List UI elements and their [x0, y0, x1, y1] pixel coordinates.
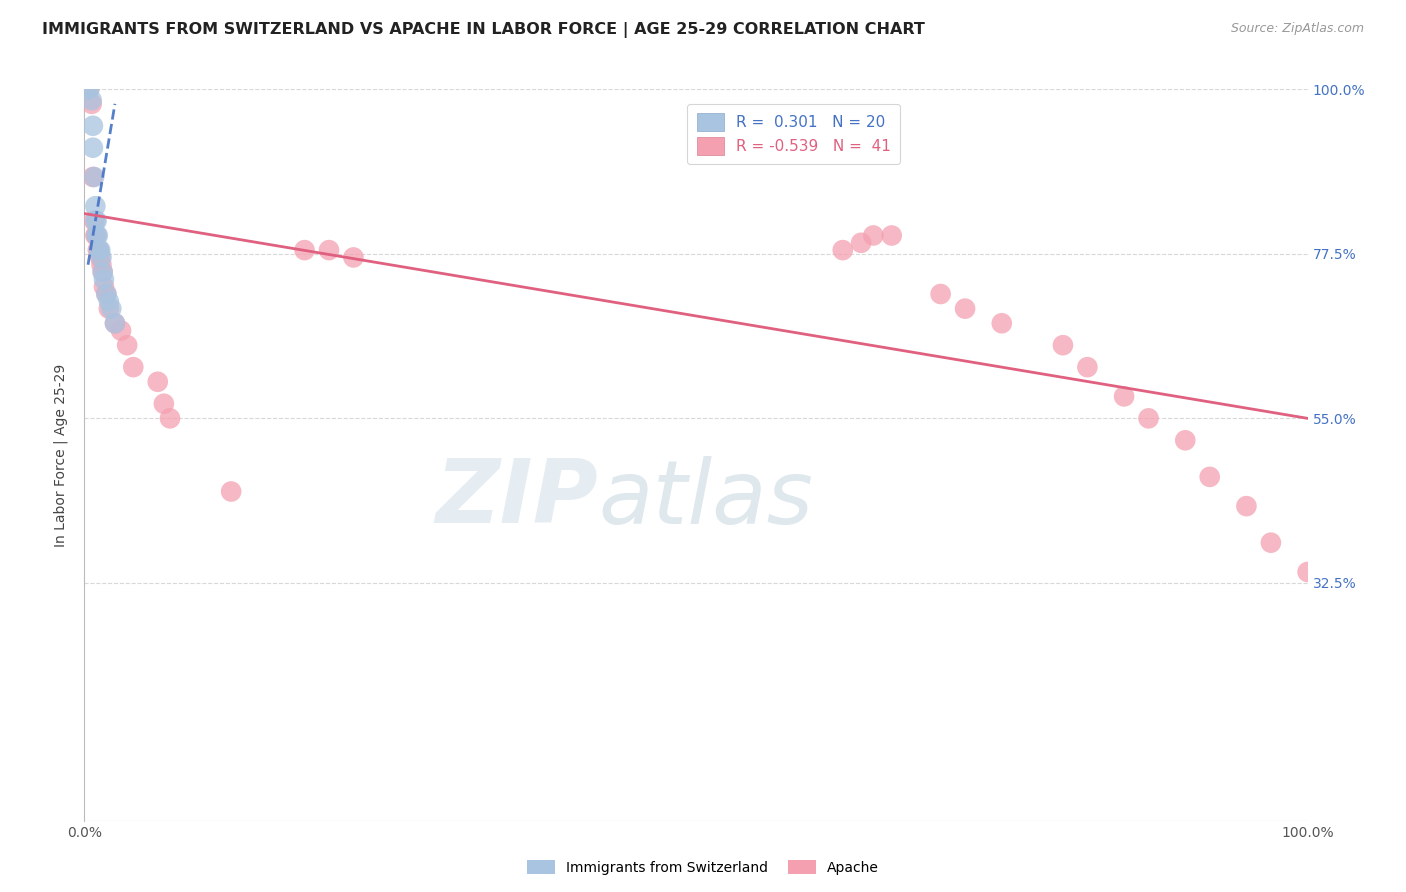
Point — [97, 301, 120, 316]
Point — [83, 214, 105, 228]
Point — [115, 338, 138, 352]
Y-axis label: In Labor Force | Age 25-29: In Labor Force | Age 25-29 — [53, 363, 69, 547]
Point — [110, 324, 132, 338]
Point — [80, 96, 103, 111]
Point — [159, 411, 181, 425]
Point — [1114, 389, 1136, 403]
Point — [96, 287, 118, 301]
Point — [849, 235, 872, 250]
Point — [83, 169, 105, 184]
Point — [77, 82, 100, 96]
Point — [1052, 338, 1074, 352]
Point — [104, 316, 127, 330]
Point — [87, 243, 110, 257]
Point — [1260, 535, 1282, 549]
Legend: R =  0.301   N = 20, R = -0.539   N =  41: R = 0.301 N = 20, R = -0.539 N = 41 — [688, 104, 900, 164]
Point — [82, 169, 104, 184]
Point — [342, 251, 364, 265]
Point — [929, 287, 952, 301]
Point — [93, 272, 115, 286]
Legend: Immigrants from Switzerland, Apache: Immigrants from Switzerland, Apache — [522, 855, 884, 880]
Point — [1296, 565, 1319, 579]
Point — [80, 93, 103, 107]
Point — [294, 243, 316, 257]
Point — [91, 265, 114, 279]
Point — [84, 228, 107, 243]
Point — [82, 119, 104, 133]
Point — [77, 82, 100, 96]
Point — [1174, 434, 1197, 448]
Point — [153, 397, 176, 411]
Point — [1076, 360, 1098, 375]
Point — [87, 228, 110, 243]
Point — [89, 251, 111, 265]
Text: Source: ZipAtlas.com: Source: ZipAtlas.com — [1230, 22, 1364, 36]
Point — [1137, 411, 1160, 425]
Point — [100, 301, 122, 316]
Point — [991, 316, 1014, 330]
Point — [953, 301, 976, 316]
Point — [146, 375, 169, 389]
Point — [93, 279, 115, 293]
Point — [84, 214, 107, 228]
Point — [87, 243, 110, 257]
Text: atlas: atlas — [598, 456, 813, 541]
Point — [318, 243, 340, 257]
Point — [91, 265, 114, 279]
Point — [880, 228, 903, 243]
Text: ZIP: ZIP — [436, 455, 598, 542]
Point — [86, 228, 108, 243]
Point — [97, 294, 120, 309]
Point — [104, 316, 127, 330]
Text: IMMIGRANTS FROM SWITZERLAND VS APACHE IN LABOR FORCE | AGE 25-29 CORRELATION CHA: IMMIGRANTS FROM SWITZERLAND VS APACHE IN… — [42, 22, 925, 38]
Point — [89, 243, 111, 257]
Point — [77, 82, 100, 96]
Point — [90, 251, 112, 265]
Point — [84, 199, 107, 213]
Point — [1236, 499, 1258, 513]
Point — [90, 258, 112, 272]
Point — [87, 243, 110, 257]
Point — [96, 287, 118, 301]
Point — [1198, 470, 1220, 484]
Point — [219, 484, 242, 499]
Point — [831, 243, 853, 257]
Point — [86, 228, 108, 243]
Point — [122, 360, 145, 375]
Point — [862, 228, 884, 243]
Point — [82, 141, 104, 155]
Point — [86, 214, 108, 228]
